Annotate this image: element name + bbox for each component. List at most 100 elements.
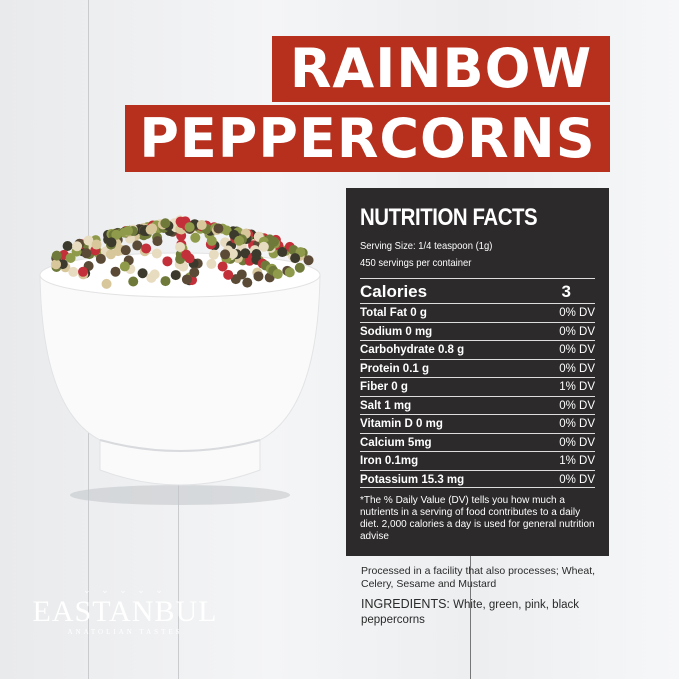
peppercorn	[217, 261, 228, 272]
nutrient-label: Sodium 0 mg	[360, 325, 433, 338]
peppercorn	[223, 269, 234, 280]
title-line-2: PEPPERCORNS	[125, 105, 610, 172]
nutrient-dv: 0% DV	[559, 418, 595, 430]
nutrient-row: Potassium 15.3 mg 0% DV	[360, 469, 595, 488]
wood-crack	[470, 556, 471, 679]
nutrient-row: Salt 1 mg 0% DV	[360, 395, 595, 415]
peppercorn	[151, 248, 162, 259]
nutrient-dv: 0% DV	[559, 399, 595, 412]
serving-size: Serving Size: 1/4 teaspoon (1g)	[360, 240, 493, 252]
peppercorn	[95, 253, 106, 264]
peppercorn	[181, 249, 192, 260]
peppercorn	[175, 242, 186, 253]
nutrient-dv: 0% DV	[559, 473, 595, 486]
peppercorn	[176, 218, 187, 229]
nutrient-dv: 0% DV	[559, 362, 595, 375]
nutrient-row: Calcium 5mg 0% DV	[360, 432, 595, 452]
peppercorn	[294, 262, 305, 273]
nutrient-label: Vitamin D 0 mg	[360, 418, 443, 430]
nutrient-dv: 0% DV	[559, 344, 595, 356]
nutrition-heading: NUTRITION FACTS	[360, 204, 538, 231]
nutrient-row: Carbohydrate 0.8 g 0% DV	[360, 340, 595, 359]
peppercorn	[105, 249, 116, 260]
peppercorn	[284, 267, 295, 278]
nutrient-dv: 0% DV	[559, 325, 595, 338]
peppercorn	[160, 218, 171, 229]
peppercorn	[160, 276, 171, 287]
peppercorn	[152, 236, 163, 247]
ingredients: INGREDIENTS: White, green, pink, black p…	[361, 597, 621, 628]
peppercorn	[181, 274, 192, 285]
peppercorn	[122, 225, 133, 236]
peppercorn	[184, 222, 195, 233]
peppercorn-bowl-image	[39, 215, 321, 505]
peppercorn	[111, 229, 122, 240]
calories-value: 3	[561, 282, 571, 301]
peppercorn	[120, 245, 131, 256]
peppercorn	[106, 237, 117, 248]
peppercorn	[196, 220, 207, 231]
peppercorn	[68, 266, 79, 277]
peppercorn	[277, 247, 288, 258]
nutrient-label: Salt 1 mg	[360, 399, 412, 412]
peppercorn	[170, 270, 181, 281]
peppercorn	[227, 248, 238, 259]
nutrient-label: Fiber 0 g	[360, 381, 408, 393]
nutrient-row: Total Fat 0 g 0% DV	[360, 303, 595, 322]
peppercorn	[51, 250, 62, 261]
peppercorn	[65, 252, 76, 263]
calories-row: Calories 3	[360, 278, 595, 303]
peppercorn	[206, 235, 217, 246]
nutrient-label: Calcium 5mg	[360, 436, 432, 449]
peppercorn	[149, 269, 160, 280]
peppercorn	[213, 223, 224, 234]
peppercorn	[206, 258, 217, 269]
peppercorn	[189, 267, 200, 278]
peppercorn	[91, 239, 102, 250]
peppercorn	[162, 256, 173, 267]
dv-footnote: *The % Daily Value (DV) tells you how mu…	[360, 495, 595, 542]
nutrient-row: Iron 0.1mg 1% DV	[360, 451, 595, 470]
nutrient-label: Potassium 15.3 mg	[360, 473, 465, 486]
peppercorn	[83, 235, 94, 246]
nutrient-label: Protein 0.1 g	[360, 362, 430, 375]
nutrient-row: Sodium 0 mg 0% DV	[360, 321, 595, 341]
peppercorn	[253, 271, 264, 282]
nutrient-label: Iron 0.1mg	[360, 455, 419, 467]
peppercorn	[137, 268, 148, 279]
peppercorn	[101, 278, 112, 289]
nutrient-label: Total Fat 0 g	[360, 307, 427, 319]
peppercorn	[110, 266, 121, 277]
allergen-statement: Processed in a facility that also proces…	[361, 565, 596, 590]
peppercorn	[240, 248, 251, 259]
ingredients-label: INGREDIENTS:	[361, 597, 450, 611]
peppercorn	[78, 266, 89, 277]
peppercorn	[208, 249, 219, 260]
peppercorn	[290, 253, 301, 264]
title-line-1: RAINBOW	[272, 36, 610, 102]
brand-tagline: ANATOLIAN TASTES	[67, 628, 183, 636]
nutrient-row: Protein 0.1 g 0% DV	[360, 358, 595, 378]
nutrient-row: Fiber 0 g 1% DV	[360, 377, 595, 396]
peppercorn	[119, 261, 130, 272]
brand-name: EASTANBUL	[32, 595, 218, 628]
nutrition-facts-panel: NUTRITION FACTS Serving Size: 1/4 teaspo…	[346, 188, 609, 556]
peppercorn	[145, 224, 156, 235]
brand-logo: ⌄ ⌄ ⌄ ⌄ ⌄ EASTANBUL ANATOLIAN TASTES	[30, 585, 220, 636]
peppercorn	[62, 241, 73, 252]
nutrient-dv: 1% DV	[559, 381, 595, 393]
servings-per-container: 450 servings per container	[360, 257, 472, 269]
peppercorn	[141, 243, 152, 254]
peppercorn	[230, 274, 241, 285]
birds-icon: ⌄ ⌄ ⌄ ⌄ ⌄	[83, 585, 167, 595]
peppercorn	[132, 240, 143, 251]
nutrient-dv: 0% DV	[559, 307, 595, 319]
peppercorn	[128, 276, 139, 287]
peppercorn	[51, 259, 62, 270]
peppercorn	[234, 235, 245, 246]
peppercorn	[72, 241, 83, 252]
calories-label: Calories	[360, 282, 428, 301]
peppercorn	[242, 277, 253, 288]
ingredients-text: White, green, pink, black peppercorns	[361, 599, 580, 626]
nutrient-dv: 0% DV	[559, 436, 595, 449]
